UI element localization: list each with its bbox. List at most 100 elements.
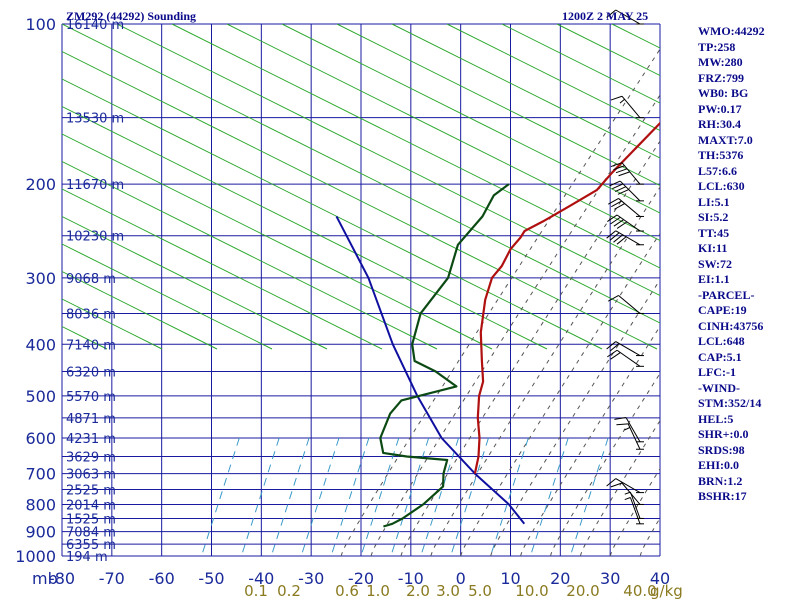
mixing-ratio-label: 20.0 [566,582,599,600]
pressure-label: 200 [25,175,56,194]
barb-shaft [629,491,641,519]
pressure-label: 1000 [15,547,56,566]
mixing-ratio-label: 5.0 [468,582,492,600]
wind-barb [607,214,644,232]
barb-tick [612,183,624,190]
barb-tick [611,200,622,208]
barb-tick [615,168,628,174]
grid-lines [61,23,661,557]
height-label: 16140 m [66,18,124,33]
stat-item: CINH:43756 [698,318,764,333]
barb-tick [613,219,624,227]
mixing-ratio-line [569,437,609,556]
stat-item: HEL:5 [698,411,734,426]
dry-adiabat-line [501,24,660,104]
temperature-tick-label: -10 [398,569,424,588]
stat-item: MW:280 [698,55,743,69]
temperature-profile-line [473,121,660,474]
height-label: 11670 m [66,178,124,193]
barb-tick [609,180,621,187]
height-label: 4871 m [66,412,116,427]
stats-panel: WMO:44292 TP:258 MW:280 FRZ:799 WB0: BG PW:0.… [698,24,765,505]
pressure-label: 100 [25,15,56,34]
pressure-label: 500 [25,387,56,406]
stat-item: MAXT:7.0 [698,132,753,147]
barb-shaft [621,95,641,119]
dry-adiabat-line [62,160,438,350]
dry-adiabats [62,24,800,350]
mixing-ratio-line [450,437,489,556]
barb-tick [610,216,621,225]
temperature-tick-label: 20 [550,569,570,588]
stat-item: KI:11 [698,241,728,255]
dry-adiabat-line [116,24,660,297]
height-label: 6355 m [66,538,116,553]
stat-item: SI:5.2 [698,210,729,224]
stat-item: EI:1.1 [698,272,730,286]
dry-adiabat-line [62,133,493,350]
temperature-tick-label: -70 [99,569,125,588]
barb-shaft [616,349,641,367]
dry-adiabat-line [62,243,273,350]
pressure-label: 400 [25,335,56,354]
stat-item: LI:5.1 [698,194,730,209]
barb-half [619,98,625,104]
wind-barbs [606,9,644,525]
parcel-path-line [335,215,526,525]
mixing-ratio-line [330,437,370,556]
mixing-ratio-line [270,437,310,556]
dry-adiabat-line [62,188,383,350]
barb-shaft [629,497,641,524]
mixing-ratio-label: 40.0 [623,582,656,600]
dry-adiabat-line [446,24,660,132]
barb-tick [610,162,623,168]
barb-tick [616,236,627,245]
height-label: 2014 m [66,498,116,513]
barb-shaft [625,417,641,443]
height-label: 194 m [66,550,108,565]
barb-tick [606,9,617,18]
mixing-ratio-label: 0.1 [244,582,268,600]
stat-item: WMO:44292 [698,24,765,38]
barb-tick [609,343,620,352]
barb-tick [614,417,627,420]
mixing-ratio-line [360,437,400,556]
barb-tick [610,482,623,488]
barb-tick [606,478,617,487]
dry-adiabat-line [777,24,800,349]
mixing-ratio-label: 10.0 [515,582,548,600]
dry-adiabat-line [62,50,658,350]
stat-item: BSHR:17 [698,489,747,503]
mixing-ratio-line [300,437,340,556]
barb-half [624,427,631,431]
dry-adiabat-line [171,24,660,269]
height-label: 3063 m [66,468,116,483]
mixing-ratio-label: 3.0 [436,582,460,600]
temperature-tick-label: -60 [149,569,175,588]
sounding-title: ZM292 (44292) Sounding [66,9,197,23]
barb-tick [608,295,619,302]
barb-tick [609,232,620,241]
height-label: 9068 m [66,272,116,287]
barb-shaft [616,214,641,232]
barb-tick [616,423,629,426]
mixing-ratio-line [240,437,280,556]
barb-shaft [615,230,641,246]
mixing-ratio-unit: g/kg [650,582,683,600]
barb-tick [610,352,621,360]
barb-tick [613,165,625,171]
stat-item: EHI:0.0 [698,458,740,472]
sounding-curves [335,121,660,528]
height-label: 7084 m [66,526,116,541]
wind-barb [624,491,644,519]
pressure-label: 600 [25,429,56,448]
stat-item: TH:5376 [698,148,744,162]
wind-barb [616,423,644,450]
barb-tick [607,214,618,222]
stat-item: TT:45 [698,225,730,240]
stat-item: RH:30.4 [698,117,741,131]
moist-adiabat-line [340,48,660,556]
wind-barb [606,9,644,25]
